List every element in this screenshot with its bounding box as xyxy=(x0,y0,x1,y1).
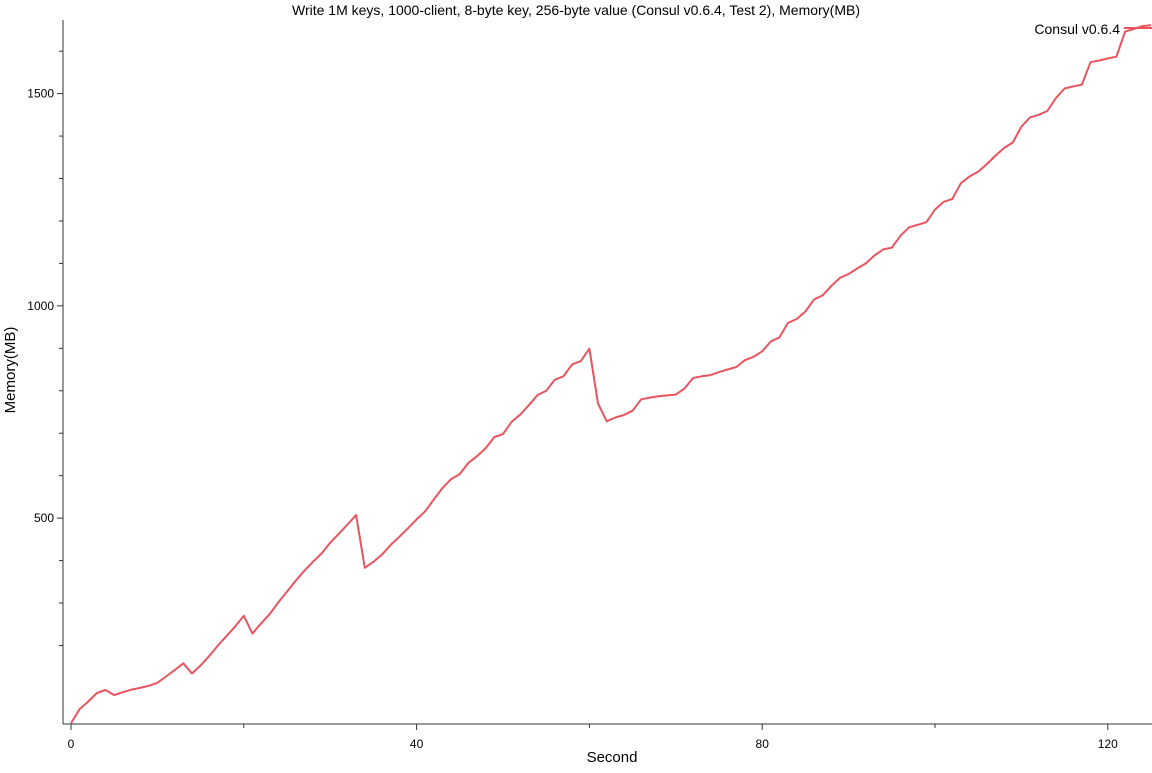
series-line xyxy=(70,24,1152,724)
x-tick-label: 80 xyxy=(756,737,770,751)
y-axis-label: Memory(MB) xyxy=(2,327,19,414)
x-ticks: 0 40 80 120 xyxy=(68,724,1118,751)
x-tick-label: 0 xyxy=(68,737,75,751)
chart-title: Write 1M keys, 1000-client, 8-byte key, … xyxy=(292,2,860,18)
legend-label: Consul v0.6.4 xyxy=(1034,21,1120,37)
x-tick-label: 120 xyxy=(1098,737,1118,751)
x-axis-label: Second xyxy=(587,749,638,766)
y-tick-label: 1500 xyxy=(27,87,54,101)
x-tick-label: 40 xyxy=(410,737,424,751)
axes xyxy=(62,20,1152,725)
series-layer xyxy=(70,24,1152,724)
y-tick-label: 500 xyxy=(34,511,54,525)
y-ticks: 500 1000 1500 xyxy=(27,50,63,646)
legend: Consul v0.6.4 xyxy=(1034,21,1152,37)
y-tick-label: 1000 xyxy=(27,299,54,313)
